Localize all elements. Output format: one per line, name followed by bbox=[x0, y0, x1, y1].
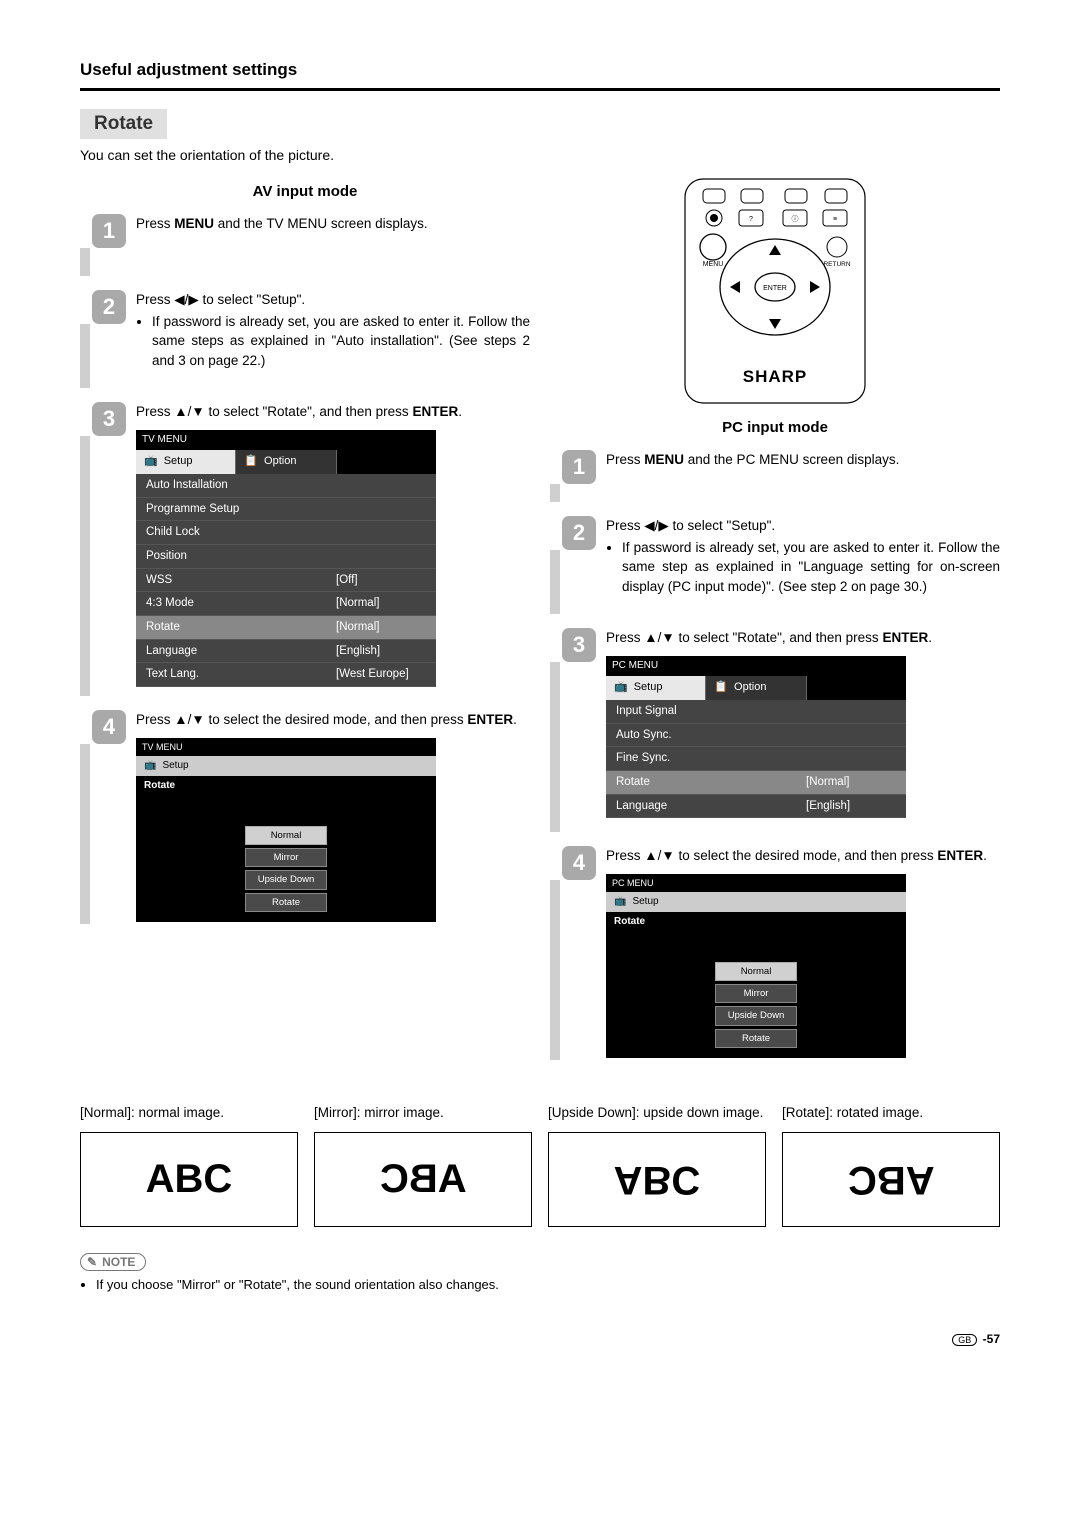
menu-row: Text Lang.[West Europe] bbox=[136, 663, 436, 687]
pc-step-4: 4 Press ▲/▼ to select the desired mode, … bbox=[550, 846, 1000, 1060]
tv-tab-setup: 📺Setup bbox=[136, 450, 236, 474]
rotate-option: Mirror bbox=[715, 984, 797, 1003]
rotate-option: Normal bbox=[715, 962, 797, 981]
svg-text:MENU: MENU bbox=[703, 261, 724, 268]
step-text: Press ◀/▶ to select "Setup". bbox=[136, 290, 530, 310]
option-icon: 📋 bbox=[714, 680, 728, 696]
pc-step-1: 1 Press MENU and the PC MENU screen disp… bbox=[550, 450, 1000, 502]
intro-text: You can set the orientation of the pictu… bbox=[80, 147, 1000, 163]
rotate-option: Upside Down bbox=[245, 870, 327, 889]
menu-row: Position bbox=[136, 545, 436, 569]
desc-rotate: [Rotate]: rotated image. bbox=[782, 1104, 1000, 1122]
desc-normal: [Normal]: normal image. bbox=[80, 1104, 298, 1122]
pc-step-2: 2 Press ◀/▶ to select "Setup". If passwo… bbox=[550, 516, 1000, 614]
setup-icon: 📺 bbox=[614, 894, 626, 910]
menu-row: Auto Installation bbox=[136, 474, 436, 498]
svg-text:?: ? bbox=[749, 216, 753, 223]
section-title: Useful adjustment settings bbox=[80, 60, 1000, 80]
setup-icon: 📺 bbox=[614, 680, 628, 696]
step-number: 2 bbox=[562, 516, 596, 550]
svg-text:ENTER: ENTER bbox=[763, 285, 787, 292]
step-number: 1 bbox=[562, 450, 596, 484]
abc-normal: ABC bbox=[80, 1132, 298, 1227]
menu-row: Rotate[Normal] bbox=[136, 616, 436, 640]
rotate-menu-title: TV MENU bbox=[136, 738, 436, 756]
menu-row: Child Lock bbox=[136, 521, 436, 545]
step-bullet: If password is already set, you are aske… bbox=[152, 312, 530, 371]
step-number: 3 bbox=[562, 628, 596, 662]
remote-diagram: ? ⓘ ≡ MENU RETURN ENTER SHARP bbox=[550, 177, 1000, 407]
note-badge: ✎ NOTE bbox=[80, 1253, 146, 1271]
menu-row: Language[English] bbox=[606, 795, 906, 819]
note-text: If you choose "Mirror" or "Rotate", the … bbox=[96, 1277, 1000, 1292]
menu-row: Fine Sync. bbox=[606, 747, 906, 771]
step-bold: ENTER bbox=[467, 712, 513, 727]
desc-upside: [Upside Down]: upside down image. bbox=[548, 1104, 766, 1122]
rotate-option: Rotate bbox=[245, 893, 327, 912]
av-mode-title: AV input mode bbox=[80, 183, 530, 200]
svg-text:≡: ≡ bbox=[833, 216, 837, 223]
tv-tab-empty bbox=[337, 450, 436, 474]
pc-step-3: 3 Press ▲/▼ to select "Rotate", and then… bbox=[550, 628, 1000, 832]
step-bold: ENTER bbox=[412, 404, 458, 419]
step-text: Press ▲/▼ to select "Rotate", and then p… bbox=[136, 404, 412, 419]
bottom-section: [Normal]: normal image. [Mirror]: mirror… bbox=[80, 1104, 1000, 1227]
note-icon: ✎ bbox=[87, 1255, 97, 1269]
rotate-heading: Rotate bbox=[80, 109, 167, 139]
tv-tab-option: 📋Option bbox=[236, 450, 336, 474]
svg-text:ⓘ: ⓘ bbox=[792, 215, 799, 223]
pc-menu-title: PC MENU bbox=[606, 656, 906, 677]
pc-tab-setup: 📺Setup bbox=[606, 676, 706, 700]
page-footer: GB -57 bbox=[80, 1332, 1000, 1346]
rotate-option: Rotate bbox=[715, 1029, 797, 1048]
desc-mirror: [Mirror]: mirror image. bbox=[314, 1104, 532, 1122]
gb-badge: GB bbox=[952, 1334, 977, 1346]
svg-text:SHARP: SHARP bbox=[743, 367, 808, 386]
title-rule bbox=[80, 88, 1000, 91]
step-number: 1 bbox=[92, 214, 126, 248]
menu-row: Rotate[Normal] bbox=[606, 771, 906, 795]
menu-row: Language[English] bbox=[136, 640, 436, 664]
menu-row: Auto Sync. bbox=[606, 724, 906, 748]
step-text: Press ▲/▼ to select the desired mode, an… bbox=[136, 712, 467, 727]
menu-row: Programme Setup bbox=[136, 498, 436, 522]
left-column: AV input mode 1 Press MENU and the TV ME… bbox=[80, 177, 530, 1074]
av-step-3: 3 Press ▲/▼ to select "Rotate", and then… bbox=[80, 402, 530, 696]
av-step-4: 4 Press ▲/▼ to select the desired mode, … bbox=[80, 710, 530, 924]
step-bold: MENU bbox=[174, 216, 214, 231]
step-text: Press bbox=[136, 216, 174, 231]
menu-row: 4:3 Mode[Normal] bbox=[136, 592, 436, 616]
rotate-menu-panel: TV MENU 📺Setup Rotate Normal Mirror Upside… bbox=[136, 738, 436, 922]
step-number: 4 bbox=[92, 710, 126, 744]
step-number: 2 bbox=[92, 290, 126, 324]
rotate-menu-panel-pc: PC MENU 📺Setup Rotate NormalMirrorUpside… bbox=[606, 874, 906, 1058]
pc-tab-option: 📋Option bbox=[706, 676, 806, 700]
av-step-2: 2 Press ◀/▶ to select "Setup". If passwo… bbox=[80, 290, 530, 388]
abc-rotate: ABC bbox=[782, 1132, 1000, 1227]
rotate-menu-tab: 📺Setup bbox=[136, 756, 436, 776]
rotate-option: Upside Down bbox=[715, 1006, 797, 1025]
abc-mirror: ABC bbox=[314, 1132, 532, 1227]
setup-icon: 📺 bbox=[144, 758, 156, 774]
abc-upside: ABC bbox=[548, 1132, 766, 1227]
step-number: 3 bbox=[92, 402, 126, 436]
note-section: ✎ NOTE If you choose "Mirror" or "Rotate… bbox=[80, 1253, 1000, 1292]
step-number: 4 bbox=[562, 846, 596, 880]
pc-mode-title: PC input mode bbox=[550, 419, 1000, 436]
setup-icon: 📺 bbox=[144, 454, 158, 470]
tv-menu-panel: TV MENU 📺Setup 📋Option Auto Installation… bbox=[136, 430, 436, 687]
rotate-option: Mirror bbox=[245, 848, 327, 867]
right-column: ? ⓘ ≡ MENU RETURN ENTER SHARP PC inp bbox=[550, 177, 1000, 1074]
pc-menu-panel: PC MENU 📺Setup 📋Option Input SignalAuto … bbox=[606, 656, 906, 819]
option-icon: 📋 bbox=[244, 454, 258, 470]
rotate-option: Normal bbox=[245, 826, 327, 845]
av-step-1: 1 Press MENU and the TV MENU screen disp… bbox=[80, 214, 530, 276]
step-text: and the TV MENU screen displays. bbox=[214, 216, 428, 231]
tv-menu-title: TV MENU bbox=[136, 430, 436, 451]
rotate-menu-sub: Rotate bbox=[136, 776, 436, 796]
menu-row: WSS[Off] bbox=[136, 569, 436, 593]
svg-text:RETURN: RETURN bbox=[823, 261, 850, 268]
menu-row: Input Signal bbox=[606, 700, 906, 724]
